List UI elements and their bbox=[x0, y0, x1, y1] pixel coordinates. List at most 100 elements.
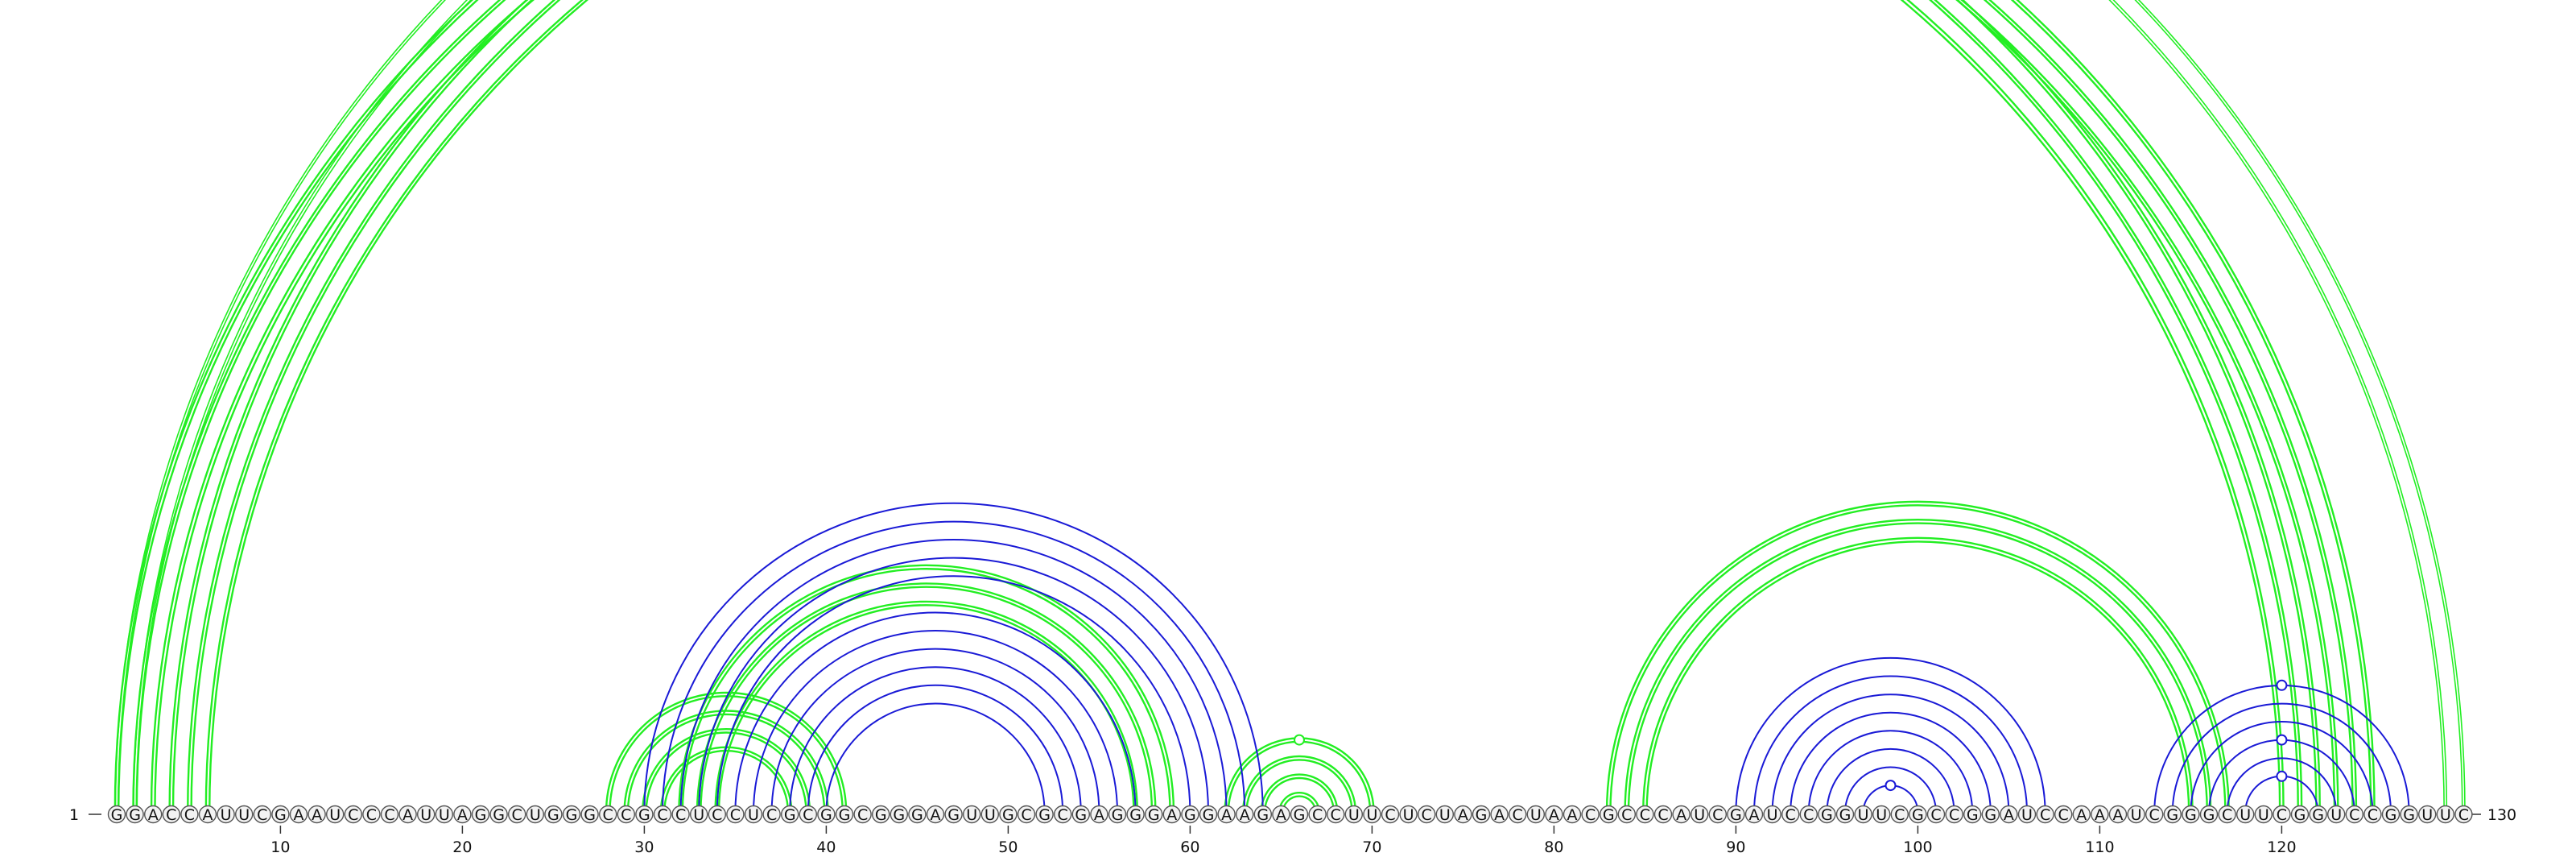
base-pair-arc-95-102 bbox=[1826, 747, 1955, 814]
nucleotide-circle bbox=[1272, 805, 1290, 824]
nucleotide-circle bbox=[1690, 805, 1709, 824]
nucleotide-circle bbox=[817, 805, 836, 824]
nucleotide-circle bbox=[671, 805, 690, 824]
nucleotide-circle bbox=[1381, 805, 1400, 824]
nucleotide-125: C bbox=[2363, 805, 2382, 824]
nucleotide-circle bbox=[1181, 805, 1199, 824]
arc-markers bbox=[1294, 679, 2288, 792]
nucleotide-letter: U bbox=[966, 806, 977, 824]
nucleotide-circle bbox=[1090, 805, 1108, 824]
nucleotide-3: A bbox=[143, 805, 163, 824]
nucleotide-18: U bbox=[417, 805, 436, 824]
nucleotide-circle bbox=[398, 805, 417, 824]
nucleotide-32: C bbox=[671, 805, 690, 824]
nucleotide-70: U bbox=[1363, 805, 1381, 824]
nucleotide-letter: C bbox=[348, 806, 358, 824]
nucleotide-circle bbox=[599, 805, 617, 824]
nucleotide-78: C bbox=[1508, 805, 1527, 824]
nucleotide-39: C bbox=[799, 805, 817, 824]
nucleotide-letter: C bbox=[803, 806, 813, 824]
base-pair-arc-115-125 bbox=[2190, 721, 2374, 814]
nucleotide-letter: C bbox=[512, 806, 522, 824]
nucleotide-letter: U bbox=[530, 806, 541, 824]
nucleotide-84: C bbox=[1617, 805, 1637, 824]
nucleotide-circle bbox=[1653, 805, 1673, 824]
nucleotide-circle bbox=[562, 805, 581, 824]
tick-label-60: 60 bbox=[1180, 838, 1199, 856]
nucleotide-77: A bbox=[1490, 805, 1509, 824]
nucleotide-66: G bbox=[1290, 805, 1309, 824]
nucleotide-circle bbox=[1545, 805, 1563, 824]
base-pair-arc-32-59-outer bbox=[678, 564, 1175, 814]
nucleotide-112: U bbox=[2127, 805, 2145, 824]
nucleotide-127: G bbox=[2400, 805, 2418, 824]
base-pair-arc-83-117-inner bbox=[1609, 503, 2227, 814]
base-pair-arc-30-39-outer bbox=[642, 727, 811, 814]
nucleotide-129: U bbox=[2436, 805, 2455, 824]
nucleotide-31: C bbox=[653, 805, 672, 824]
nucleotide-33: U bbox=[690, 805, 708, 824]
nucleotide-circle bbox=[198, 805, 217, 824]
nucleotide-91: A bbox=[1744, 805, 1764, 824]
nucleotide-circle bbox=[726, 805, 745, 824]
nucleotide-95: G bbox=[1818, 805, 1836, 824]
nucleotide-circle bbox=[435, 805, 453, 824]
nucleotide-circle bbox=[580, 805, 599, 824]
nucleotide-118: U bbox=[2235, 805, 2255, 824]
nucleotide-27: G bbox=[580, 805, 599, 824]
nucleotide-letter: G bbox=[638, 806, 650, 824]
base-pair-arc-85-115-outer bbox=[1642, 536, 2194, 814]
nucleotide-letter: C bbox=[1949, 806, 1959, 824]
nucleotide-22: G bbox=[489, 805, 508, 824]
nucleotide-circle bbox=[2309, 805, 2327, 824]
nucleotide-10: G bbox=[271, 805, 290, 824]
nucleotide-letter: C bbox=[1513, 806, 1523, 824]
nucleotide-letter: A bbox=[2095, 806, 2105, 824]
nucleotide-107: C bbox=[2036, 805, 2054, 824]
base-pair-arc-2-121-outer bbox=[132, 0, 2303, 814]
base-pair-arc-38-54 bbox=[789, 666, 1082, 814]
nucleotide-letter: C bbox=[2277, 806, 2287, 824]
nucleotide-circle bbox=[1162, 805, 1182, 824]
base-pair-arc-64-68-inner bbox=[1263, 776, 1335, 814]
nucleotide-letter: G bbox=[1148, 806, 1160, 824]
nucleotide-81: A bbox=[1563, 805, 1582, 824]
base-pair-arc-90-107 bbox=[1735, 656, 2046, 814]
nucleotide-letter: C bbox=[2040, 806, 2050, 824]
nucleotide-circle bbox=[1472, 805, 1491, 824]
nucleotide-41: G bbox=[835, 805, 854, 824]
nucleotide-circle bbox=[326, 805, 345, 824]
nucleotide-letter: C bbox=[857, 806, 868, 824]
nucleotide-83: G bbox=[1599, 805, 1618, 824]
nucleotide-letter: C bbox=[1058, 806, 1068, 824]
nucleotide-37: C bbox=[762, 805, 781, 824]
base-pair-arc-28-41-outer bbox=[605, 691, 848, 814]
nucleotide-letter: A bbox=[402, 806, 413, 824]
nucleotide-circle bbox=[1890, 805, 1909, 824]
nucleotide-87: A bbox=[1672, 805, 1690, 824]
nucleotide-letter: C bbox=[1930, 806, 1941, 824]
nucleotide-letter: U bbox=[748, 806, 759, 824]
nucleotide-letter: A bbox=[203, 806, 213, 824]
nucleotide-circle bbox=[1308, 805, 1327, 824]
nucleotide-letter: G bbox=[584, 806, 596, 824]
base-pair-arc-5-124-outer bbox=[187, 0, 2358, 814]
nucleotide-letter: C bbox=[1785, 806, 1796, 824]
nucleotide-110: A bbox=[2091, 805, 2109, 824]
nucleotide-circle bbox=[762, 805, 781, 824]
base-pair-arcs bbox=[114, 0, 2466, 814]
nucleotide-letter: G bbox=[275, 806, 287, 824]
nucleotide-letter: G bbox=[475, 806, 487, 824]
nucleotide-letter: G bbox=[2403, 806, 2415, 824]
nucleotide-letter: C bbox=[2222, 806, 2232, 824]
nucleotide-letter: C bbox=[166, 806, 176, 824]
base-pair-arc-3-120-outer bbox=[150, 0, 2285, 814]
nucleotide-36: U bbox=[744, 805, 763, 824]
nucleotide-116: G bbox=[2199, 805, 2219, 824]
nucleotide-circle bbox=[2381, 805, 2401, 824]
nucleotide-1: G bbox=[107, 805, 126, 824]
base-pair-arc-96-101 bbox=[1844, 766, 1937, 814]
nucleotide-letter: C bbox=[1422, 806, 1432, 824]
nucleotide-100: G bbox=[1909, 805, 1927, 824]
nucleotide-circle bbox=[2108, 805, 2128, 824]
